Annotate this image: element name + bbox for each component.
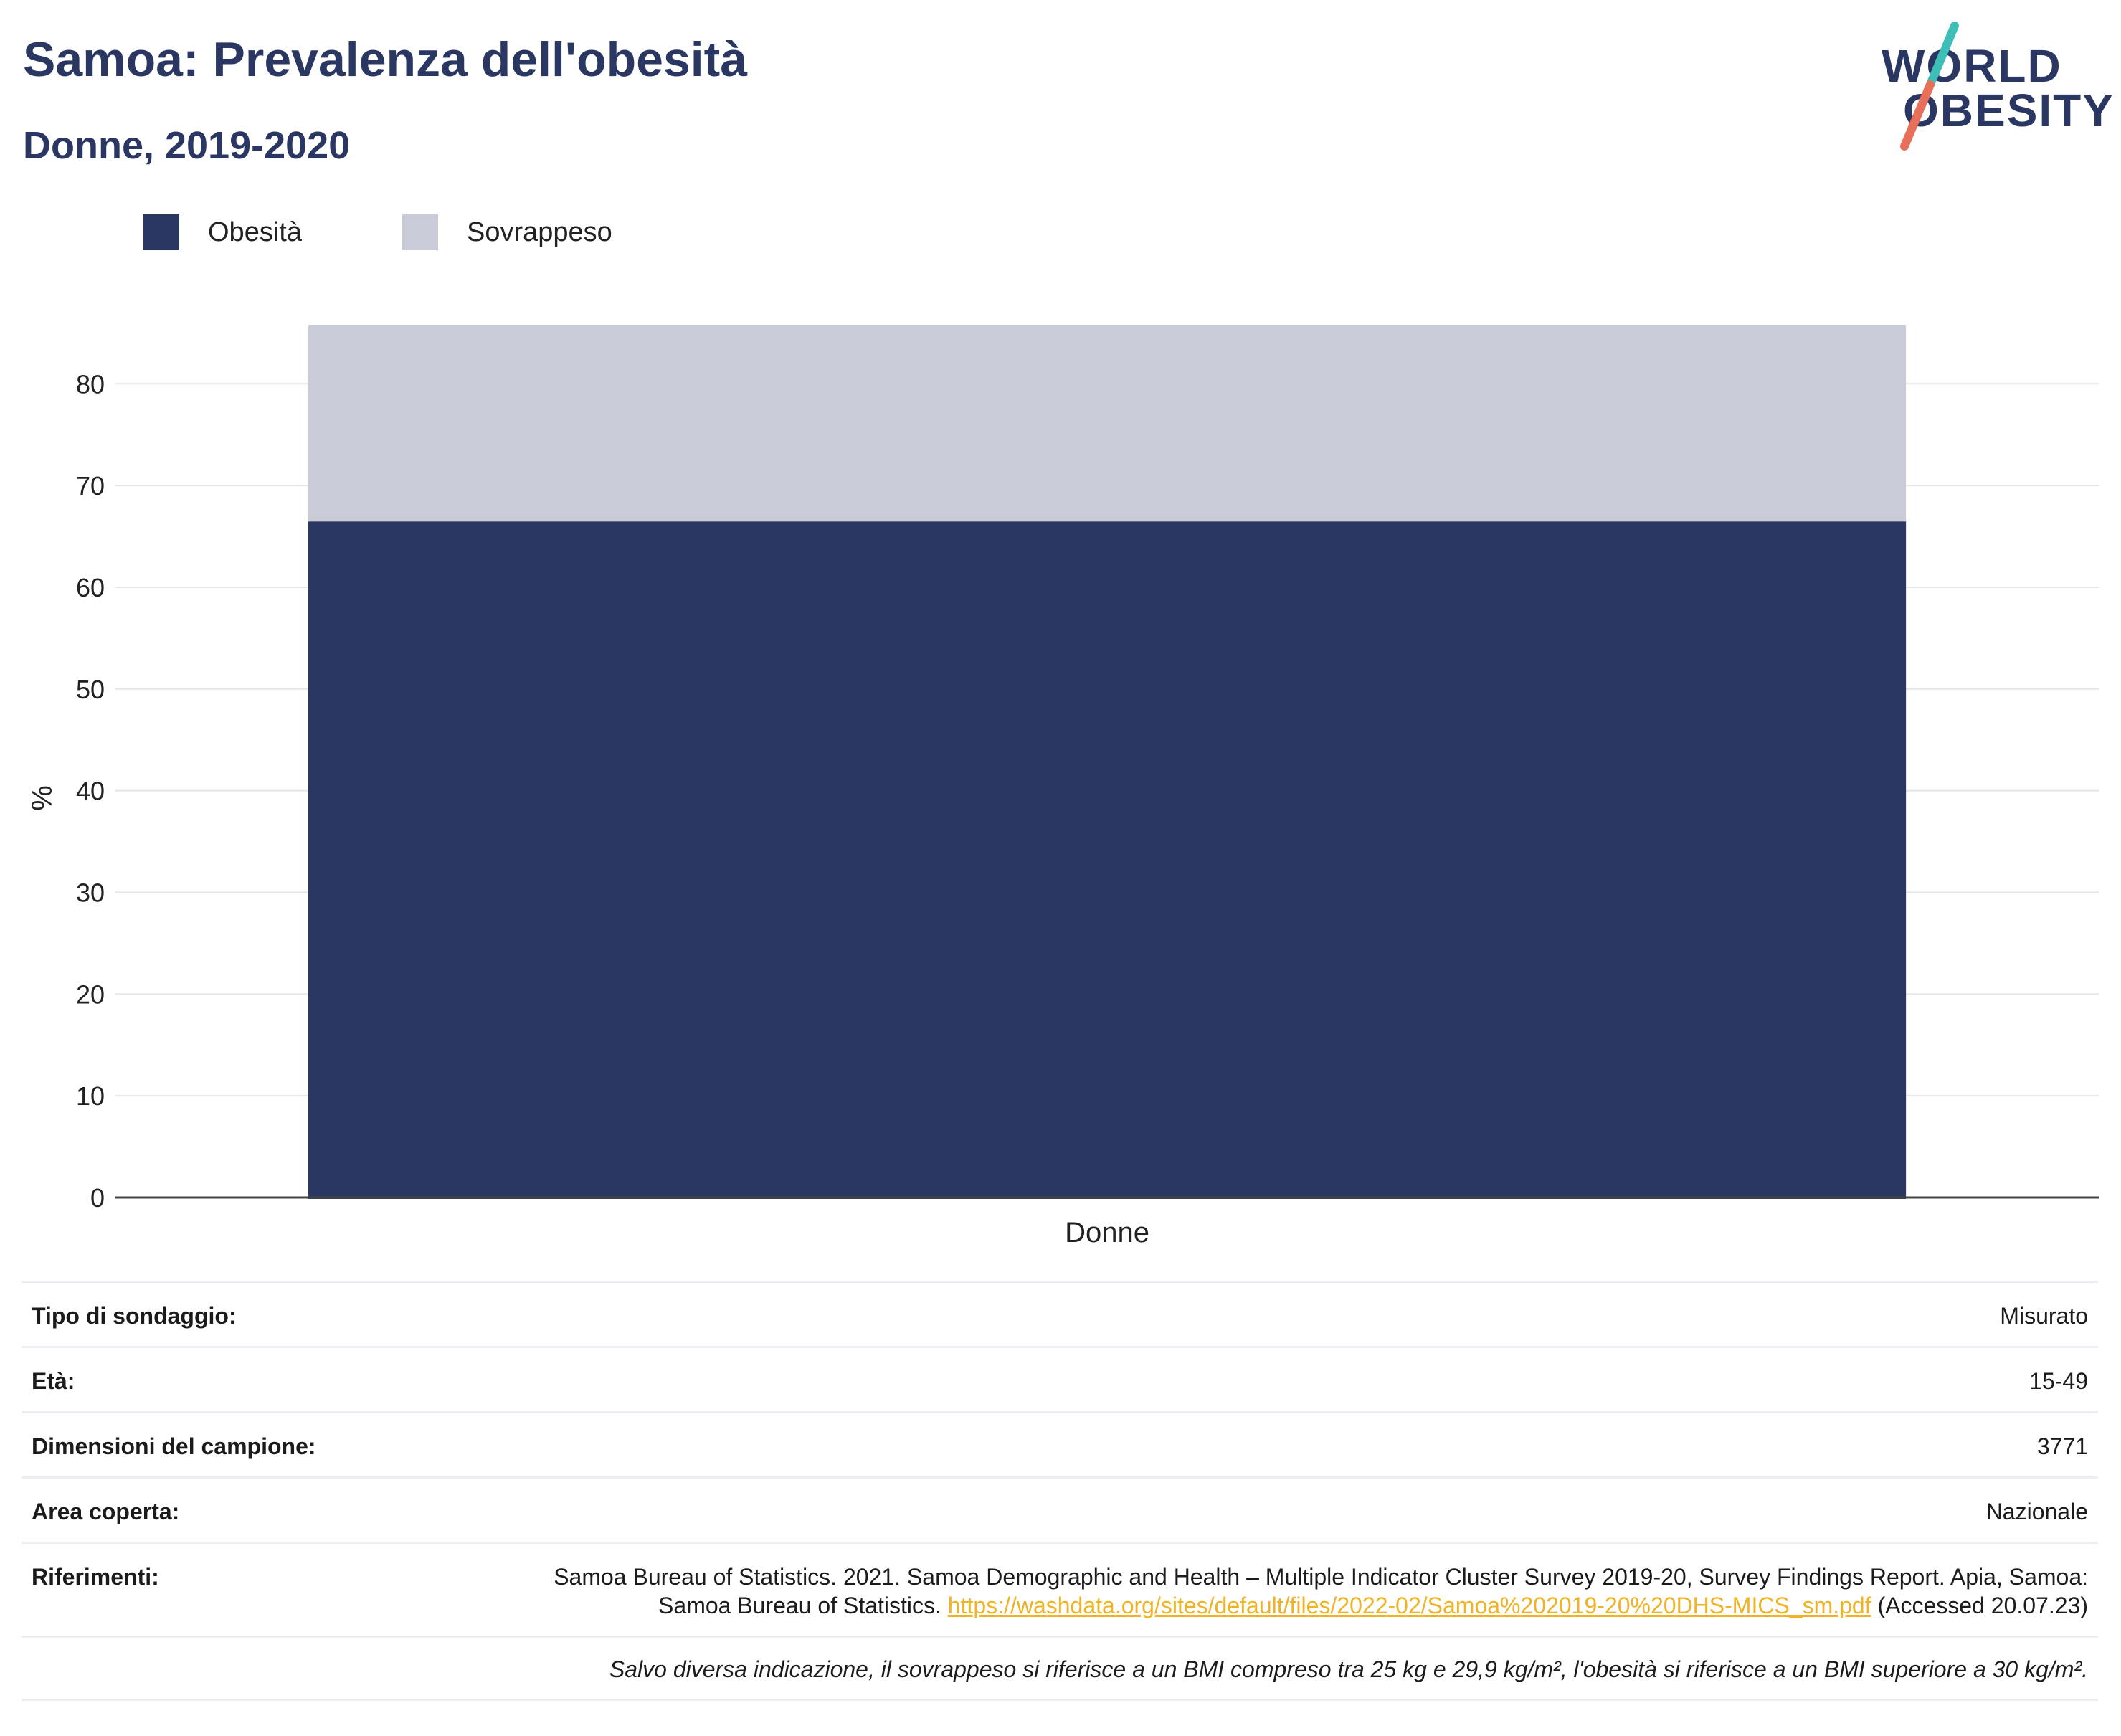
legend-swatch-obesity bbox=[143, 214, 179, 250]
sample-size-label: Dimensioni del campione: bbox=[32, 1433, 316, 1459]
info-row-sample-size: Dimensioni del campione: 3771 bbox=[22, 1413, 2098, 1479]
y-tick-label-20: 20 bbox=[76, 980, 105, 1009]
info-row-age: Età: 15-49 bbox=[22, 1348, 2098, 1413]
legend-label-obesity: Obesità bbox=[208, 217, 302, 247]
legend-item-obesity: Obesità bbox=[143, 214, 302, 250]
references-label: Riferimenti: bbox=[32, 1564, 159, 1590]
y-tick-label-80: 80 bbox=[76, 369, 105, 399]
definition-footnote: Salvo diversa indicazione, il sovrappeso… bbox=[22, 1638, 2098, 1701]
y-tick-label-70: 70 bbox=[76, 471, 105, 501]
age-label: Età: bbox=[32, 1368, 75, 1394]
info-row-survey-type: Tipo di sondaggio: Misurato bbox=[22, 1283, 2098, 1348]
legend-label-overweight: Sovrappeso bbox=[466, 217, 612, 247]
y-tick-label-30: 30 bbox=[76, 878, 105, 907]
references-link[interactable]: https://washdata.org/sites/default/files… bbox=[947, 1593, 1871, 1618]
info-row-references: Riferimenti: Samoa Bureau of Statistics.… bbox=[22, 1544, 2098, 1638]
survey-type-value: Misurato bbox=[2000, 1303, 2088, 1329]
y-axis-label: % bbox=[27, 785, 58, 811]
y-tick-label-10: 10 bbox=[76, 1081, 105, 1111]
references-accessed: (Accessed 20.07.23) bbox=[1877, 1593, 2089, 1618]
world-obesity-logo: WORLD OBESITY bbox=[1871, 22, 2113, 151]
survey-type-label: Tipo di sondaggio: bbox=[32, 1303, 237, 1329]
logo-slash-icon bbox=[1900, 22, 1959, 151]
chart-subtitle: Donne, 2019-2020 bbox=[23, 124, 351, 167]
y-tick-label-50: 50 bbox=[76, 675, 105, 704]
sample-size-value: 3771 bbox=[2036, 1433, 2088, 1459]
references-text: Samoa Bureau of Statistics. 2021. Samoa … bbox=[554, 1564, 2088, 1618]
logo-text-world: WORLD bbox=[1882, 40, 2062, 92]
info-row-area: Area coperta: Nazionale bbox=[22, 1479, 2098, 1544]
chart-legend: Obesità Sovrappeso bbox=[143, 212, 713, 252]
bar-obesity-donne bbox=[308, 520, 1907, 1199]
info-table: Tipo di sondaggio: Misurato Età: 15-49 D… bbox=[22, 1281, 2098, 1701]
legend-swatch-overweight bbox=[402, 214, 438, 250]
age-value: 15-49 bbox=[2029, 1368, 2088, 1394]
y-tick-label-60: 60 bbox=[76, 573, 105, 602]
area-label: Area coperta: bbox=[32, 1499, 180, 1524]
y-tick-label-40: 40 bbox=[76, 777, 105, 806]
legend-item-overweight: Sovrappeso bbox=[402, 214, 612, 250]
y-tick-label-0: 0 bbox=[90, 1183, 105, 1213]
logo-text-obesity: OBESITY bbox=[1903, 85, 2115, 136]
chart-plot: 0 10 20 30 40 50 60 70 80% Donne bbox=[27, 325, 2099, 1248]
chart-title: Samoa: Prevalenza dell'obesità bbox=[23, 32, 748, 87]
area-value: Nazionale bbox=[1985, 1499, 2088, 1524]
bar-overweight-donne bbox=[308, 325, 1907, 522]
references-value: Samoa Bureau of Statistics. 2021. Samoa … bbox=[554, 1562, 2088, 1620]
x-tick-label-donne: Donne bbox=[1065, 1217, 1149, 1248]
